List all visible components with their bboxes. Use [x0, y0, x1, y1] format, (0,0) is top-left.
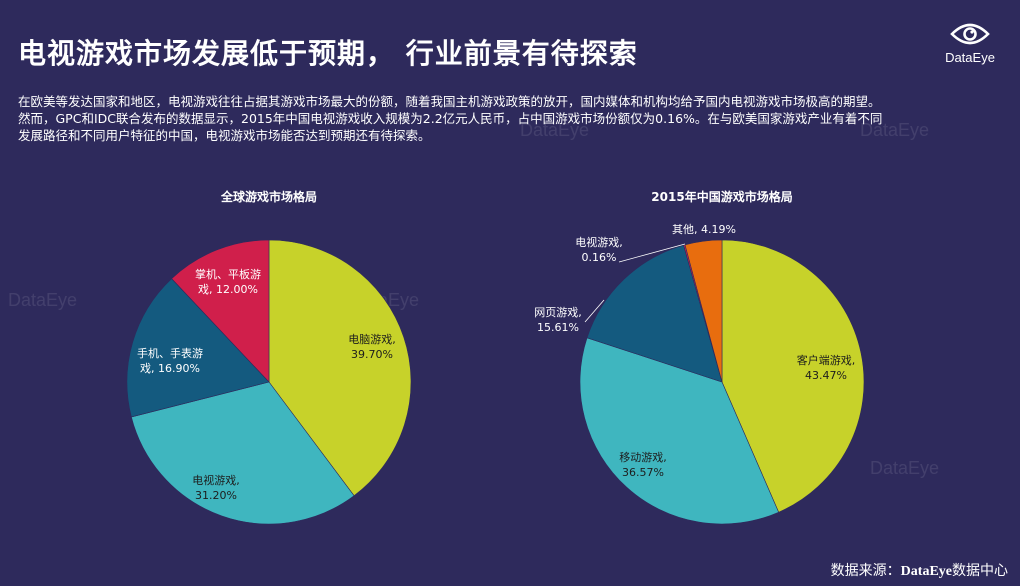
- watermark: DataEye: [8, 290, 78, 310]
- eye-icon: [950, 23, 990, 45]
- source-brand: DataEye: [900, 564, 952, 579]
- data-label-0-3: 掌机、平板游戏, 12.00%: [195, 267, 261, 296]
- data-label-1-4: 其他, 4.19%: [672, 223, 736, 236]
- logo-text: DataEye: [945, 50, 995, 65]
- watermark: DataEye: [870, 458, 940, 478]
- watermark: DataEye: [860, 120, 930, 140]
- data-label-1-2: 网页游戏, 15.61%: [534, 306, 582, 334]
- source-note: 数据来源：DataEye数据中心: [831, 560, 1008, 580]
- source-suffix: 数据中心: [952, 563, 1008, 579]
- leader-line-1-2: [584, 299, 605, 323]
- data-label-1-0: 客户端游戏, 43.47%: [797, 353, 856, 382]
- chart-title-china: 2015年中国游戏市场格局: [651, 190, 793, 204]
- data-label-0-0: 电脑游戏, 39.70%: [348, 333, 396, 361]
- pie-slice-0-3: [171, 239, 270, 383]
- pie-slice-0-1: [131, 381, 355, 525]
- intro-line: 发展路径和不同用户特征的中国，电视游戏市场能否达到预期还有待探索。: [18, 128, 431, 143]
- brand-logo: DataEye: [938, 20, 1002, 65]
- pie-slice-1-2: [586, 244, 723, 383]
- data-label-0-2: 手机、手表游戏, 16.90%: [137, 346, 203, 375]
- data-label-0-1: 电视游戏, 31.20%: [192, 473, 240, 502]
- pie-slice-1-1: [579, 337, 780, 525]
- watermark: DataEye: [520, 120, 590, 140]
- data-label-1-3: 电视游戏, 0.16%: [575, 235, 623, 264]
- pie-slice-1-0: [721, 239, 865, 513]
- intro-line: 然而，GPC和IDC联合发布的数据显示，2015年中国电视游戏收入规模为2.2亿…: [18, 111, 883, 126]
- pie-slice-0-0: [268, 239, 412, 497]
- page-title: 电视游戏市场发展低于预期， 行业前景有待探索: [18, 37, 638, 70]
- pie-slice-1-4: [684, 239, 723, 383]
- chart-title-global: 全球游戏市场格局: [220, 190, 318, 204]
- leader-line-1-3: [618, 243, 686, 263]
- intro-line: 在欧美等发达国家和地区，电视游戏往往占据其游戏市场最大的份额，随着我国主机游戏政…: [18, 94, 881, 109]
- pie-slice-0-2: [126, 278, 270, 418]
- intro-paragraph: 在欧美等发达国家和地区，电视游戏往往占据其游戏市场最大的份额，随着我国主机游戏政…: [18, 93, 1003, 144]
- source-prefix: 数据来源：: [830, 563, 901, 579]
- data-label-1-1: 移动游戏, 36.57%: [619, 451, 667, 479]
